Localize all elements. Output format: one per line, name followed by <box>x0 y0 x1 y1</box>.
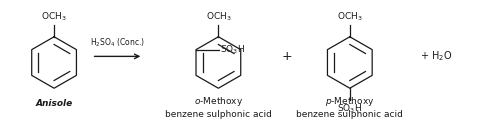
Text: OCH$_3$: OCH$_3$ <box>337 11 363 23</box>
Text: $o$-Methoxy: $o$-Methoxy <box>194 95 243 108</box>
Text: benzene sulphonic acid: benzene sulphonic acid <box>297 110 403 119</box>
Text: SO$_3$H: SO$_3$H <box>220 43 245 56</box>
Text: benzene sulphonic acid: benzene sulphonic acid <box>165 110 272 119</box>
Text: $p$-Methoxy: $p$-Methoxy <box>325 95 375 108</box>
Text: OCH$_3$: OCH$_3$ <box>41 11 67 23</box>
Text: Anisole: Anisole <box>35 99 73 108</box>
Text: +: + <box>281 50 292 63</box>
Text: + H$_2$O: + H$_2$O <box>420 50 453 63</box>
Text: SO$_3$H: SO$_3$H <box>337 103 362 115</box>
Text: OCH$_3$: OCH$_3$ <box>205 11 231 23</box>
Text: H$_2$SO$_4$ (Conc.): H$_2$SO$_4$ (Conc.) <box>90 36 145 49</box>
